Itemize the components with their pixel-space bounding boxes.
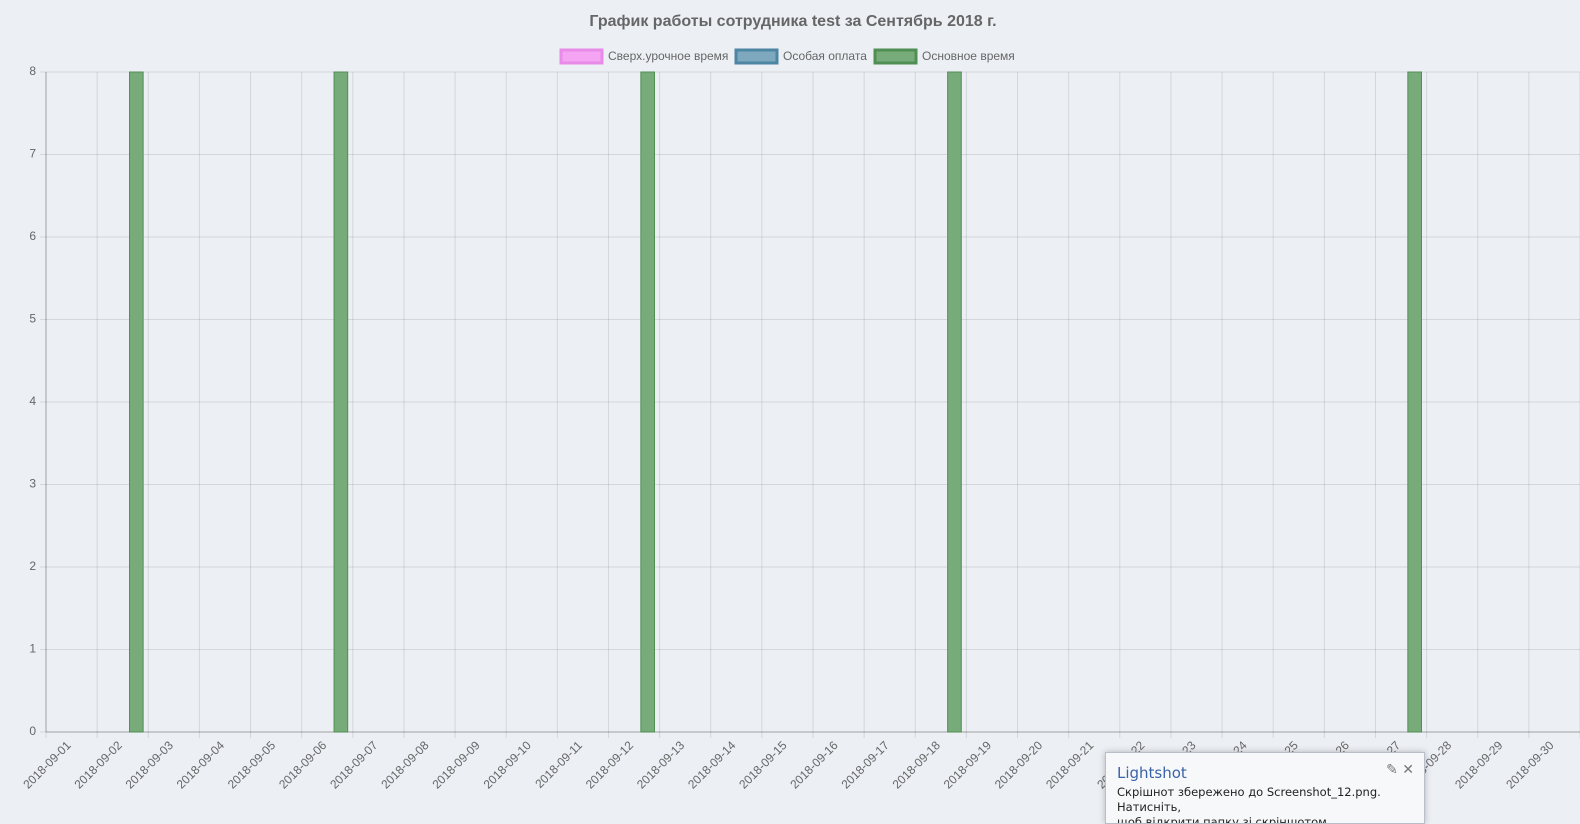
x-tick-label: 2018-09-12 xyxy=(583,738,637,792)
x-tick-label: 2018-09-29 xyxy=(1452,738,1506,792)
x-tick-label: 2018-09-16 xyxy=(787,738,841,792)
bar xyxy=(640,71,655,733)
x-tick-label: 2018-09-07 xyxy=(327,738,381,792)
x-tick-label: 2018-09-21 xyxy=(1043,738,1097,792)
y-tick-label: 8 xyxy=(29,64,36,78)
x-tick-label: 2018-09-15 xyxy=(736,738,790,792)
y-tick-label: 0 xyxy=(29,724,36,738)
notification[interactable]: Lightshot ✎ ✕ Скрішнот збережено до Scre… xyxy=(1105,752,1425,824)
bar xyxy=(129,71,144,733)
legend-swatch xyxy=(873,48,918,65)
notification-title: Lightshot xyxy=(1117,764,1187,782)
x-tick-label: 2018-09-08 xyxy=(378,738,432,792)
legend-swatch xyxy=(559,48,604,65)
message-line: щоб відкрити папку зі скріншотом xyxy=(1117,815,1327,824)
x-tick-label: 2018-09-11 xyxy=(532,738,585,791)
y-tick-label: 1 xyxy=(29,642,36,656)
notification-message: Скрішнот збережено до Screenshot_12.png.… xyxy=(1117,785,1424,824)
x-tick-label: 2018-09-03 xyxy=(123,738,177,792)
x-tick-label: 2018-09-10 xyxy=(481,738,535,792)
legend-swatch xyxy=(734,48,779,65)
y-tick-label: 7 xyxy=(29,147,36,161)
x-tick-label: 2018-09-18 xyxy=(890,738,944,792)
x-tick-label: 2018-09-14 xyxy=(685,738,739,792)
x-tick-label: 2018-09-05 xyxy=(225,738,279,792)
x-tick-label: 2018-09-17 xyxy=(839,738,893,792)
x-tick-label: 2018-09-04 xyxy=(174,738,228,792)
x-tick-label: 2018-09-02 xyxy=(72,738,126,792)
x-tick-label: 2018-09-01 xyxy=(20,738,74,792)
y-tick-label: 5 xyxy=(29,312,36,326)
x-tick-label: 2018-09-06 xyxy=(276,738,330,792)
message-line: Скрішнот збережено до Screenshot_12.png.… xyxy=(1117,785,1381,814)
x-tick-label: 2018-09-20 xyxy=(992,738,1046,792)
y-tick-label: 4 xyxy=(29,394,36,408)
x-tick-label: 2018-09-13 xyxy=(634,738,688,792)
bar xyxy=(947,71,962,733)
x-tick-label: 2018-09-09 xyxy=(429,738,483,792)
notification-controls[interactable]: ✎ ✕ xyxy=(1386,762,1414,778)
legend-label: Особая оплата xyxy=(783,49,867,63)
legend-label: Сверх.урочное время xyxy=(608,49,728,63)
chart-title: График работы сотрудника test за Сентябр… xyxy=(589,13,996,30)
bar xyxy=(333,71,349,733)
y-tick-label: 3 xyxy=(29,477,36,491)
y-tick-label: 6 xyxy=(29,229,36,243)
x-tick-label: 2018-09-19 xyxy=(941,738,995,792)
legend-label: Основное время xyxy=(922,49,1015,63)
bar xyxy=(1407,71,1422,733)
x-tick-label: 2018-09-30 xyxy=(1503,738,1557,792)
y-tick-label: 2 xyxy=(29,559,36,573)
